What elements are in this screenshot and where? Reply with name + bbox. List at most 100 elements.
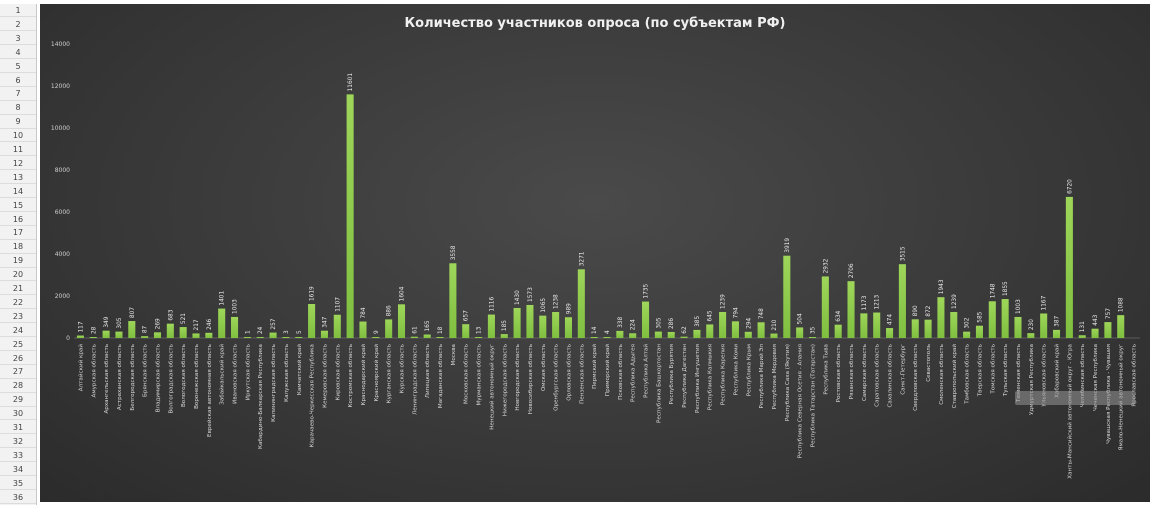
bar[interactable]	[603, 337, 611, 338]
row-number[interactable]: 7	[0, 87, 36, 101]
bar[interactable]	[1040, 313, 1048, 338]
bar[interactable]	[693, 329, 701, 338]
bar[interactable]	[449, 263, 457, 338]
row-number[interactable]: 26	[0, 352, 36, 365]
bar[interactable]	[256, 337, 264, 338]
bar[interactable]	[680, 336, 688, 338]
bar[interactable]	[89, 337, 97, 338]
chart-area[interactable]: 0 2000 4000 6000 8000 10000 12000 14000 117 Алтай…	[40, 4, 1150, 502]
row-number[interactable]: 34	[0, 463, 36, 477]
row-number[interactable]: 14	[0, 185, 36, 199]
bar[interactable]	[1078, 335, 1086, 338]
bar[interactable]	[192, 333, 200, 338]
bar[interactable]	[564, 317, 573, 338]
row-number[interactable]: 18	[0, 240, 36, 254]
row-number[interactable]: 29	[0, 393, 36, 407]
bar[interactable]	[243, 337, 251, 338]
bar[interactable]	[937, 297, 945, 338]
row-number[interactable]: 15	[0, 199, 36, 212]
row-number[interactable]: 28	[0, 379, 36, 393]
row-number[interactable]: 27	[0, 365, 36, 379]
row-number[interactable]: 5	[0, 60, 36, 73]
bar[interactable]	[102, 330, 110, 338]
row-number[interactable]: 33	[0, 449, 36, 463]
bar[interactable]	[783, 255, 791, 338]
bar[interactable]	[513, 307, 521, 338]
bar[interactable]	[950, 311, 958, 338]
bar[interactable]	[166, 323, 174, 338]
row-number[interactable]: 8	[0, 101, 36, 115]
bar[interactable]	[552, 312, 560, 338]
bar[interactable]	[796, 327, 804, 338]
bar[interactable]	[1104, 322, 1112, 338]
bar[interactable]	[770, 333, 778, 338]
bar[interactable]	[359, 321, 367, 338]
bar[interactable]	[295, 337, 303, 338]
row-number[interactable]: 10	[0, 129, 36, 143]
row-number[interactable]: 2	[0, 18, 36, 32]
bar[interactable]	[282, 337, 290, 338]
row-number[interactable]: 25	[0, 338, 36, 351]
row-number[interactable]: 12	[0, 157, 36, 171]
bar[interactable]	[706, 324, 714, 338]
bar[interactable]	[898, 264, 906, 338]
bar[interactable]	[308, 304, 316, 338]
bar[interactable]	[372, 337, 380, 338]
row-number[interactable]: 4	[0, 46, 36, 60]
bar[interactable]	[1027, 333, 1035, 338]
row-number[interactable]: 19	[0, 254, 36, 268]
bar[interactable]	[539, 315, 547, 338]
bar[interactable]	[76, 335, 84, 338]
bar[interactable]	[988, 301, 996, 338]
bar[interactable]	[1117, 315, 1125, 338]
bar[interactable]	[1001, 299, 1009, 338]
bar[interactable]	[860, 313, 868, 338]
bar[interactable]	[641, 301, 650, 338]
bar[interactable]	[616, 330, 624, 338]
bar[interactable]	[975, 325, 983, 338]
row-number[interactable]: 23	[0, 310, 36, 324]
bar[interactable]	[269, 332, 277, 338]
row-number[interactable]: 1	[0, 4, 36, 18]
bar[interactable]	[462, 324, 470, 338]
bar[interactable]	[886, 328, 894, 338]
bar[interactable]	[963, 331, 971, 338]
bar[interactable]	[179, 327, 187, 338]
bar[interactable]	[808, 337, 817, 338]
bar[interactable]	[320, 330, 328, 338]
bar[interactable]	[1014, 316, 1022, 338]
row-number[interactable]: 9	[0, 115, 36, 129]
row-number[interactable]: 31	[0, 421, 36, 435]
bar[interactable]	[115, 331, 123, 338]
bar[interactable]	[205, 332, 213, 338]
bar[interactable]	[834, 324, 842, 338]
bar[interactable]	[1065, 196, 1073, 338]
bar[interactable]	[231, 316, 239, 338]
bar[interactable]	[423, 334, 431, 338]
bar[interactable]	[719, 311, 727, 338]
row-number[interactable]: 20	[0, 268, 36, 282]
bar[interactable]	[346, 94, 354, 338]
bar[interactable]	[436, 337, 444, 338]
row-number[interactable]: 36	[0, 491, 36, 504]
row-number[interactable]: 35	[0, 477, 36, 490]
row-number[interactable]: 6	[0, 74, 36, 87]
bar[interactable]	[487, 314, 495, 338]
row-number[interactable]: 3	[0, 32, 36, 46]
bar[interactable]	[1091, 328, 1099, 338]
bar[interactable]	[873, 312, 881, 338]
bar[interactable]	[128, 321, 136, 338]
row-number[interactable]: 16	[0, 213, 36, 226]
bar[interactable]	[397, 304, 406, 338]
row-number[interactable]: 32	[0, 435, 36, 449]
bar[interactable]	[654, 331, 662, 338]
row-number[interactable]: 22	[0, 296, 36, 310]
bar[interactable]	[924, 319, 932, 338]
bar[interactable]	[847, 281, 855, 338]
row-number[interactable]: 13	[0, 171, 36, 185]
bar[interactable]	[153, 332, 162, 338]
bar[interactable]	[577, 269, 585, 338]
row-number[interactable]: 17	[0, 226, 36, 240]
bar[interactable]	[141, 336, 149, 338]
bar[interactable]	[410, 336, 418, 338]
